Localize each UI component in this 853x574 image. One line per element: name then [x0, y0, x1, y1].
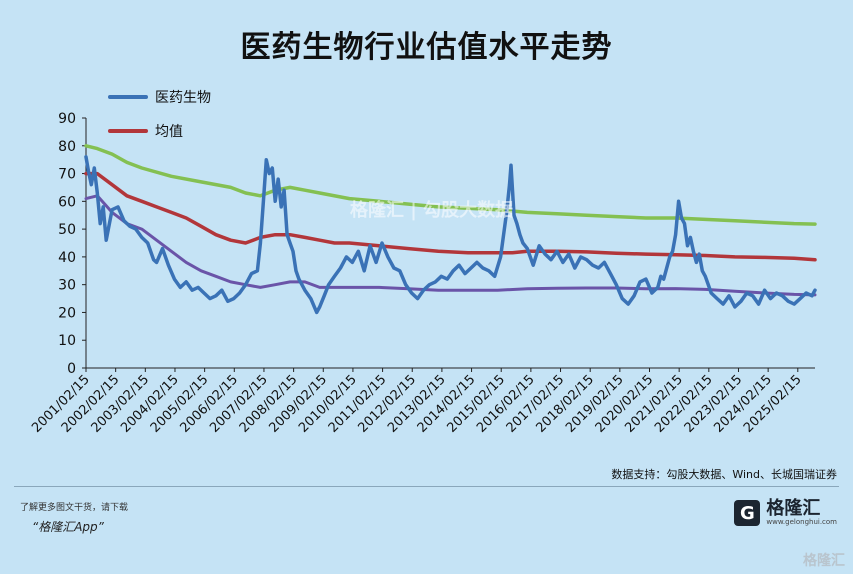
y-tick-label: 40 — [58, 250, 76, 266]
y-tick-label: 50 — [58, 222, 76, 238]
download-note: 了解更多图文干货，请下载 — [20, 503, 129, 513]
footer-divider — [14, 486, 839, 487]
y-tick-label: 90 — [58, 111, 76, 127]
series-line-1 — [84, 171, 817, 262]
logo-name: 格隆汇 — [766, 498, 821, 519]
brand-logo: G 格隆汇 www.gelonghui.com — [734, 498, 837, 527]
y-tick-label: 70 — [58, 167, 76, 183]
y-tick-label: 60 — [58, 194, 76, 210]
series-line-3 — [84, 194, 817, 297]
bottom-watermark: 格隆汇 — [803, 553, 845, 569]
y-tick-label: 20 — [58, 305, 76, 321]
legend-label: 均值 — [155, 124, 183, 140]
chart-series — [84, 144, 817, 315]
source-note: 数据支持：勾股大数据、Wind、长城国瑞证券 — [611, 468, 837, 481]
chart-title: 医药生物行业估值水平走势 — [240, 30, 613, 65]
app-name-note: “格隆汇App” — [32, 520, 104, 534]
y-tick-label: 80 — [58, 139, 76, 155]
logo-url: www.gelonghui.com — [766, 517, 837, 526]
series-line-2 — [84, 144, 817, 226]
logo-mark-icon: G — [734, 500, 761, 527]
y-tick-label: 30 — [58, 278, 76, 294]
y-tick-label: 0 — [67, 361, 76, 377]
series-line-0 — [84, 155, 817, 315]
legend-label: 医药生物 — [155, 90, 211, 106]
chart-canvas: 01020304050607080902001/02/152002/02/152… — [29, 90, 817, 436]
y-tick-label: 10 — [58, 333, 76, 349]
chart-axes: 01020304050607080902001/02/152002/02/152… — [29, 111, 815, 436]
